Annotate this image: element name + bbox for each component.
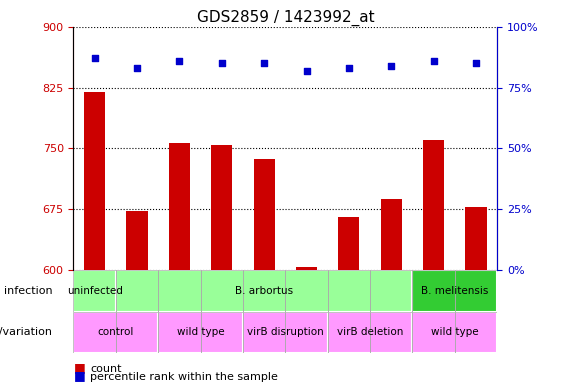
Point	[132, 65, 141, 71]
Bar	[466, 207, 486, 384]
Text: ■: ■	[73, 369, 85, 382]
Text: wild type: wild type	[431, 328, 479, 338]
Point	[175, 58, 184, 64]
Bar	[423, 140, 444, 384]
Text: percentile rank within the sample: percentile rank within the sample	[90, 372, 279, 382]
Point	[302, 68, 311, 74]
Bar	[169, 143, 190, 384]
Point	[259, 60, 269, 66]
Bar	[127, 212, 147, 384]
Point	[429, 58, 438, 64]
Text: B. arbortus: B. arbortus	[235, 286, 293, 296]
Text: count: count	[90, 364, 122, 374]
Text: wild type: wild type	[177, 328, 224, 338]
FancyBboxPatch shape	[243, 311, 328, 353]
Text: virB disruption: virB disruption	[247, 328, 324, 338]
FancyBboxPatch shape	[73, 270, 116, 311]
Point	[217, 60, 226, 66]
Text: uninfected: uninfected	[67, 286, 123, 296]
FancyBboxPatch shape	[412, 270, 497, 311]
Point	[90, 55, 99, 61]
FancyBboxPatch shape	[158, 311, 243, 353]
FancyBboxPatch shape	[116, 270, 412, 311]
Point	[471, 60, 480, 66]
Bar	[338, 217, 359, 384]
Bar	[254, 159, 275, 384]
Bar	[211, 145, 232, 384]
FancyBboxPatch shape	[328, 311, 412, 353]
Text: control: control	[98, 328, 134, 338]
Bar	[296, 267, 317, 384]
Bar	[84, 92, 105, 384]
Point	[386, 63, 396, 69]
Title: GDS2859 / 1423992_at: GDS2859 / 1423992_at	[197, 9, 374, 25]
Text: genotype/variation: genotype/variation	[0, 328, 52, 338]
Text: ■: ■	[73, 361, 85, 374]
Text: B. melitensis: B. melitensis	[421, 286, 489, 296]
Point	[344, 65, 354, 71]
Text: virB deletion: virB deletion	[337, 328, 403, 338]
Bar	[381, 199, 402, 384]
Text: infection: infection	[3, 286, 52, 296]
FancyBboxPatch shape	[73, 311, 158, 353]
FancyBboxPatch shape	[412, 311, 497, 353]
